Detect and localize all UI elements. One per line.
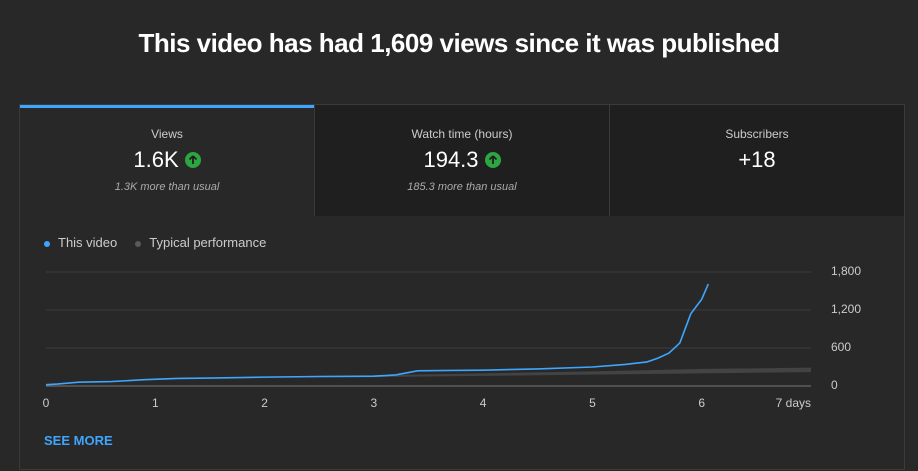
analytics-card: Views 1.6K 1.3K more than usual Watch ti…: [19, 104, 905, 470]
legend: This video Typical performance: [44, 235, 266, 250]
metric-value: +18: [738, 147, 776, 172]
x-tick-label: 0: [43, 396, 50, 410]
legend-label: Typical performance: [149, 235, 267, 250]
metric-tab[interactable]: Views 1.6K 1.3K more than usual: [20, 105, 314, 216]
metric-value: 1.6K: [133, 147, 179, 172]
up-icon: [484, 152, 501, 168]
up-icon: [184, 152, 201, 168]
metric-label: Views: [151, 127, 183, 141]
x-tick-label: 6: [698, 396, 705, 410]
y-tick-label: 1,800: [831, 264, 861, 278]
metric-tab[interactable]: Subscribers +18: [609, 105, 904, 216]
metric-tabs: Views 1.6K 1.3K more than usual Watch ti…: [20, 105, 904, 216]
y-tick-label: 600: [831, 340, 851, 354]
metric-value: 194.3: [423, 147, 479, 172]
x-tick-label: 7 days: [776, 396, 811, 410]
y-tick-label: 0: [831, 378, 838, 392]
typical-band: [264, 367, 811, 378]
legend-dot: [135, 240, 142, 247]
page-title: This video has had 1,609 views since it …: [138, 28, 780, 58]
x-tick-label: 2: [261, 396, 268, 410]
x-tick-label: 5: [589, 396, 596, 410]
chart: 0 600 1,200 1,800 0 1 2 3 4 5 6 7 days: [43, 264, 862, 410]
metric-note: 1.3K more than usual: [114, 181, 220, 193]
metric-tab[interactable]: Watch time (hours) 194.3 185.3 more than…: [314, 105, 609, 216]
metric-value-row: 194.3: [423, 147, 501, 173]
x-tick-label: 1: [152, 396, 159, 410]
y-tick-label: 1,200: [831, 302, 861, 316]
metric-label: Watch time (hours): [411, 127, 513, 141]
see-more-link[interactable]: SEE MORE: [44, 433, 113, 448]
x-tick-label: 4: [480, 396, 487, 410]
legend-dot: [44, 240, 50, 247]
legend-label: This video: [58, 235, 118, 250]
legend-item: This video: [44, 235, 117, 250]
video-line: [45, 283, 710, 386]
legend-item: Typical performance: [135, 235, 266, 250]
x-tick-label: 3: [371, 396, 378, 410]
metric-value-row: 1.6K: [133, 147, 201, 173]
metric-value-row: +18: [738, 147, 775, 173]
metric-label: Subscribers: [725, 127, 789, 141]
metric-note: 185.3 more than usual: [407, 181, 517, 193]
